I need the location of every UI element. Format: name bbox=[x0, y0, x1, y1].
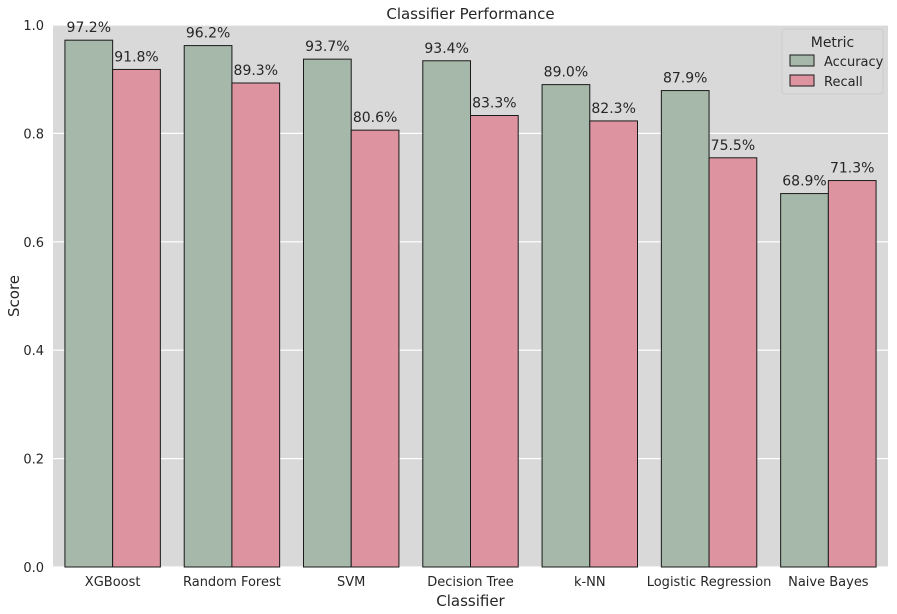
x-tick-label: k-NN bbox=[574, 575, 606, 590]
bar-accuracy-0 bbox=[64, 39, 114, 568]
data-label-recall-3: 83.3% bbox=[472, 96, 516, 112]
bar-accuracy-1 bbox=[183, 45, 233, 568]
bar-recall-6 bbox=[827, 180, 877, 568]
bar-accuracy-5 bbox=[660, 90, 710, 568]
x-tick-label: Naive Bayes bbox=[788, 575, 869, 590]
data-labels: 97.2%91.8% 96.2% 89.3% 93.7% 80.6% 93.4% 83.3%… bbox=[67, 20, 875, 189]
x-tick-label: XGBoost bbox=[85, 575, 141, 590]
data-label-accuracy-5: 87.9% bbox=[663, 71, 707, 87]
data-label-accuracy-4: 89.0% bbox=[544, 65, 588, 81]
y-tick-label: 0.8 bbox=[23, 127, 44, 142]
data-label-accuracy-6: 68.9% bbox=[782, 174, 826, 190]
legend-swatch-recall bbox=[789, 74, 815, 87]
bars bbox=[64, 39, 877, 568]
legend-swatch-accuracy bbox=[789, 54, 815, 67]
x-axis-title: Classifier bbox=[436, 592, 505, 610]
legend-items: Accuracy Recall bbox=[789, 54, 884, 90]
data-label-recall-4: 82.3% bbox=[591, 101, 635, 117]
x-tick-label: Random Forest bbox=[183, 575, 281, 590]
data-label-recall-2: 80.6% bbox=[353, 110, 397, 126]
y-tick-label: 0.6 bbox=[23, 236, 44, 251]
bar-recall-4 bbox=[589, 120, 638, 568]
x-tick-label: Logistic Regression bbox=[647, 575, 772, 590]
x-tick-label: SVM bbox=[337, 575, 365, 590]
bar-recall-3 bbox=[470, 115, 519, 568]
x-axis-ticks: XGBoost Random Forest SVM Decision Tree k-NN… bbox=[85, 575, 869, 590]
bar-accuracy-6 bbox=[780, 193, 829, 568]
data-label-accuracy-0: 97.2% bbox=[67, 20, 111, 36]
bar-recall-0 bbox=[112, 68, 161, 568]
data-label-recall-5: 75.5% bbox=[711, 138, 755, 154]
y-tick-label: 0.2 bbox=[23, 453, 44, 468]
y-tick-label: 0.0 bbox=[23, 561, 44, 576]
y-axis-ticks: 0.0 0.2 0.4 0.6 0.8 1.0 bbox=[23, 19, 44, 576]
bar-accuracy-2 bbox=[303, 58, 352, 568]
bar-accuracy-4 bbox=[541, 84, 591, 568]
data-label-accuracy-2: 93.7% bbox=[305, 39, 349, 55]
bar-recall-1 bbox=[231, 82, 281, 568]
chart-title: Classifier Performance bbox=[386, 5, 554, 23]
data-label-recall-1: 89.3% bbox=[234, 63, 278, 79]
data-label-accuracy-1: 96.2% bbox=[186, 26, 230, 42]
data-label-accuracy-3: 93.4% bbox=[424, 41, 468, 57]
x-tick-label: Decision Tree bbox=[427, 575, 514, 590]
bar-accuracy-3 bbox=[422, 60, 471, 568]
data-label-recall-0: 91.8% bbox=[114, 49, 158, 65]
legend: Metric Accuracy Recall bbox=[781, 28, 884, 95]
bar-recall-5 bbox=[708, 157, 758, 568]
data-label-recall-6: 71.3% bbox=[830, 161, 874, 177]
legend-label-recall: Recall bbox=[824, 75, 863, 90]
y-tick-label: 0.4 bbox=[23, 344, 44, 359]
y-axis-title: Score bbox=[5, 275, 23, 317]
bar-recall-2 bbox=[350, 129, 400, 568]
legend-title: Metric bbox=[811, 35, 855, 51]
y-tick-label: 1.0 bbox=[23, 19, 44, 34]
legend-label-accuracy: Accuracy bbox=[824, 55, 884, 70]
